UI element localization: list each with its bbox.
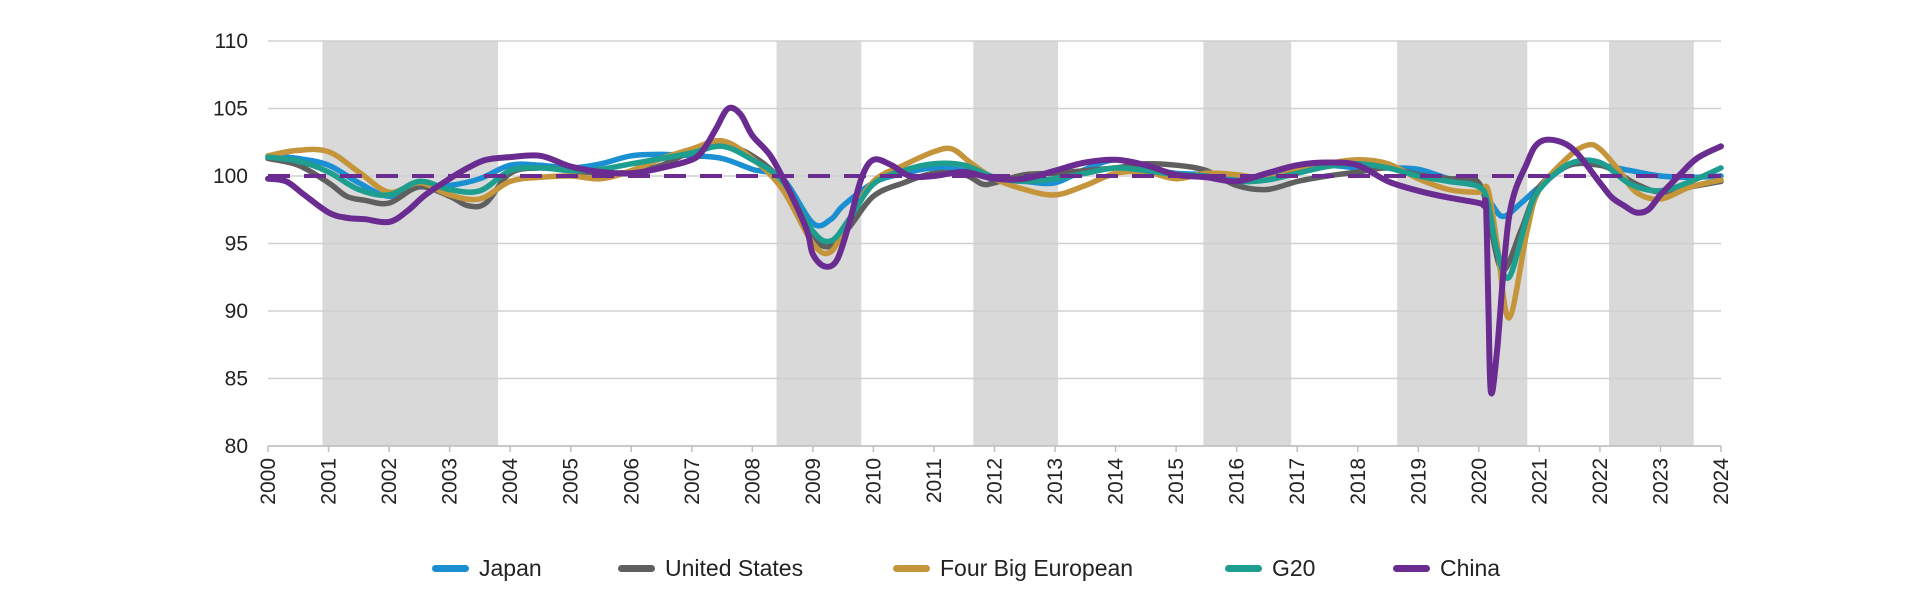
x-tick-label-2000: 2000	[257, 458, 280, 505]
x-tick-label-2004: 2004	[499, 458, 522, 505]
legend-item-china: China	[1393, 548, 1500, 588]
y-tick-label-90: 90	[225, 300, 248, 323]
y-tick-label-100: 100	[213, 165, 248, 188]
x-tick-label-2009: 2009	[802, 458, 825, 505]
x-tick-label-2019: 2019	[1407, 458, 1430, 505]
x-tick-label-2020: 2020	[1468, 458, 1491, 505]
legend-item-four-big-european: Four Big European	[893, 548, 1133, 588]
x-tick-label-2011: 2011	[923, 458, 946, 503]
x-tick-label-2008: 2008	[741, 458, 764, 505]
legend: Japan United States Four Big European G2…	[0, 548, 1913, 588]
legend-label-g20: G20	[1272, 554, 1316, 581]
x-tick-label-2016: 2016	[1226, 458, 1249, 505]
y-tick-label-95: 95	[225, 233, 248, 256]
x-tick-label-2024: 2024	[1710, 458, 1733, 505]
x-tick-label-2001: 2001	[318, 458, 341, 505]
legend-item-g20: G20	[1225, 548, 1315, 588]
series-line-china	[265, 104, 1724, 397]
y-tick-label-105: 105	[213, 98, 248, 121]
x-tick-label-2014: 2014	[1105, 458, 1128, 505]
x-tick-label-2010: 2010	[862, 458, 885, 505]
x-tick-label-2023: 2023	[1649, 458, 1672, 505]
legend-label-four-big-european: Four Big European	[940, 554, 1134, 581]
x-tick-label-2017: 2017	[1286, 458, 1309, 505]
legend-swatch-china	[1393, 564, 1430, 572]
legend-swatch-four-big-european	[893, 564, 930, 572]
series-line-four-big-european	[265, 137, 1724, 321]
legend-label-china: China	[1440, 554, 1501, 581]
legend-label-japan: Japan	[479, 554, 542, 581]
x-tick-label-2013: 2013	[1044, 458, 1067, 505]
x-axis: 2000 2001 2002 2003 2004 2005 2006 2007 2008 2009…	[257, 445, 1733, 505]
x-tick-label-2012: 2012	[984, 458, 1007, 505]
x-tick-label-2003: 2003	[439, 458, 462, 505]
series-lines	[265, 104, 1724, 397]
y-tick-label-110: 110	[215, 30, 248, 53]
legend-swatch-united-states	[618, 564, 655, 572]
x-tick-label-2006: 2006	[620, 458, 643, 505]
x-tick-label-2022: 2022	[1589, 458, 1612, 505]
y-axis: 110 105 100 95 90 85 80	[213, 30, 248, 458]
x-tick-label-2005: 2005	[560, 458, 583, 505]
legend-label-united-states: United States	[665, 554, 804, 581]
legend-item-japan: Japan	[432, 548, 542, 588]
legend-swatch-g20	[1225, 564, 1262, 572]
y-tick-label-85: 85	[225, 368, 248, 391]
x-tick-label-2021: 2021	[1528, 458, 1551, 505]
x-tick-label-2007: 2007	[681, 458, 704, 505]
x-tick-label-2015: 2015	[1165, 458, 1188, 505]
legend-swatch-japan	[432, 564, 469, 572]
legend-item-united-states: United States	[618, 548, 803, 588]
x-tick-label-2002: 2002	[378, 458, 401, 505]
x-tick-label-2018: 2018	[1347, 458, 1370, 505]
y-tick-label-80: 80	[225, 435, 248, 458]
